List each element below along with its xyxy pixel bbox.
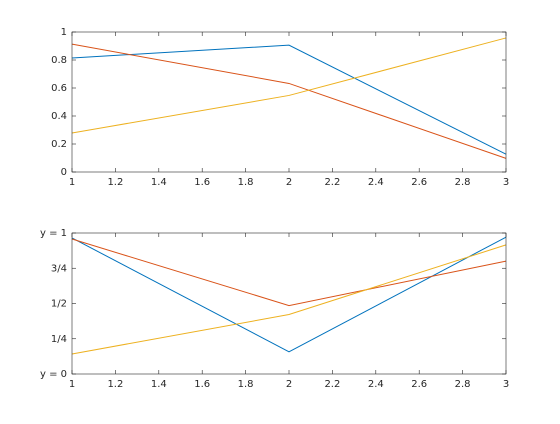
x-tick-label: 1.6 (194, 379, 210, 390)
x-tick-label: 1.4 (151, 177, 167, 188)
axes-background (72, 233, 506, 374)
y-tick-label: 0.6 (51, 83, 67, 94)
x-tick-label: 2.2 (324, 379, 340, 390)
x-tick-label: 2.6 (411, 379, 427, 390)
x-tick-label: 3 (503, 379, 509, 390)
axes-background (72, 32, 506, 172)
x-tick-label: 2.8 (455, 379, 471, 390)
x-tick-label: 1.6 (194, 177, 210, 188)
x-tick-label: 2.6 (411, 177, 427, 188)
x-tick-label: 2.4 (368, 177, 384, 188)
x-tick-label: 2 (286, 177, 292, 188)
data-line (71, 44, 507, 155)
y-tick-label: 1/2 (51, 299, 67, 310)
y-tick-label: y = 0 (40, 369, 67, 380)
x-tick-label: 1.2 (107, 379, 123, 390)
y-tick-label: 0 (61, 167, 67, 178)
y-tick-label: 0.8 (51, 55, 67, 66)
y-tick-label: y = 1 (40, 228, 67, 239)
data-line (71, 244, 507, 355)
x-tick-label: 1.2 (107, 177, 123, 188)
y-tick-label: 3/4 (51, 263, 67, 274)
x-tick-label: 1 (69, 379, 75, 390)
x-tick-label: 2.8 (455, 177, 471, 188)
x-tick-label: 2.4 (368, 379, 384, 390)
data-line (71, 238, 507, 307)
x-tick-label: 1.8 (238, 379, 254, 390)
y-tick-label: 0.4 (51, 111, 67, 122)
x-tick-label: 1 (69, 177, 75, 188)
y-tick-label: 1 (61, 27, 67, 38)
x-tick-label: 3 (503, 177, 509, 188)
data-line (71, 37, 507, 134)
x-tick-label: 2 (286, 379, 292, 390)
x-tick-label: 2.2 (324, 177, 340, 188)
y-tick-label: 0.2 (51, 139, 67, 150)
x-tick-label: 1.4 (151, 379, 167, 390)
data-line (71, 236, 507, 353)
x-tick-label: 1.8 (238, 177, 254, 188)
data-line (71, 43, 507, 159)
y-tick-label: 1/4 (51, 334, 67, 345)
